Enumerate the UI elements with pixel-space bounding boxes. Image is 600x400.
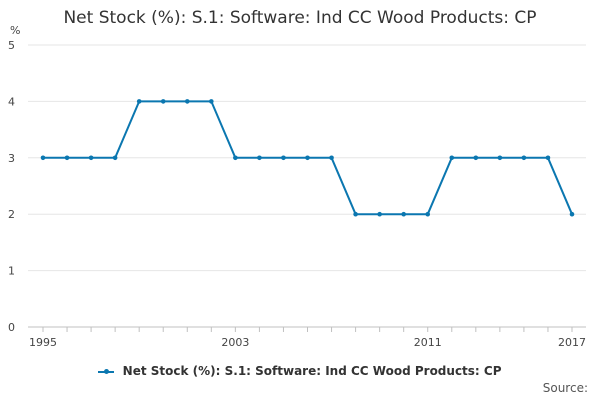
data-point [136, 99, 142, 104]
y-tick-label: 1 [8, 265, 15, 278]
y-axis-label: % [10, 24, 20, 37]
data-point [449, 155, 455, 161]
data-point [425, 211, 431, 217]
data-point [64, 155, 70, 161]
legend[interactable]: Net Stock (%): S.1: Software: Ind CC Woo… [0, 364, 600, 378]
data-point [112, 155, 118, 161]
data-point [257, 155, 262, 161]
axes: 0 1 2 3 4 5% 1995 2003 2011 2017 [8, 24, 586, 349]
data-point [160, 99, 166, 104]
x-tick-label: 2011 [414, 336, 442, 349]
x-tick-label: 2003 [221, 336, 249, 349]
y-tick-label: 4 [8, 95, 15, 108]
y-tick-label: 5 [8, 39, 15, 52]
legend-line-icon [98, 368, 115, 374]
data-point [233, 155, 238, 161]
series-layer [40, 99, 575, 217]
y-tick-label: 3 [8, 152, 15, 165]
data-point [497, 155, 503, 161]
data-point [521, 155, 527, 161]
source-label[interactable]: Source: [542, 381, 588, 395]
y-tick-label: 2 [8, 208, 15, 221]
data-point [401, 211, 406, 217]
data-point [209, 99, 214, 104]
data-point [281, 155, 286, 161]
x-tick-label: 1995 [29, 336, 57, 349]
data-point [88, 155, 94, 161]
chart-title: Net Stock (%): S.1: Software: Ind CC Woo… [63, 8, 537, 28]
data-point [40, 155, 46, 161]
data-point [329, 155, 334, 161]
legend-label: Net Stock (%): S.1: Software: Ind CC Woo… [122, 364, 502, 378]
data-point [473, 155, 479, 161]
data-point [184, 99, 190, 104]
y-tick-label: 0 [8, 321, 15, 334]
x-tick-label: 2017 [558, 336, 586, 349]
data-point [569, 211, 575, 217]
data-point [353, 211, 358, 217]
data-point [377, 211, 382, 217]
data-point [545, 155, 551, 161]
data-point [305, 155, 310, 161]
